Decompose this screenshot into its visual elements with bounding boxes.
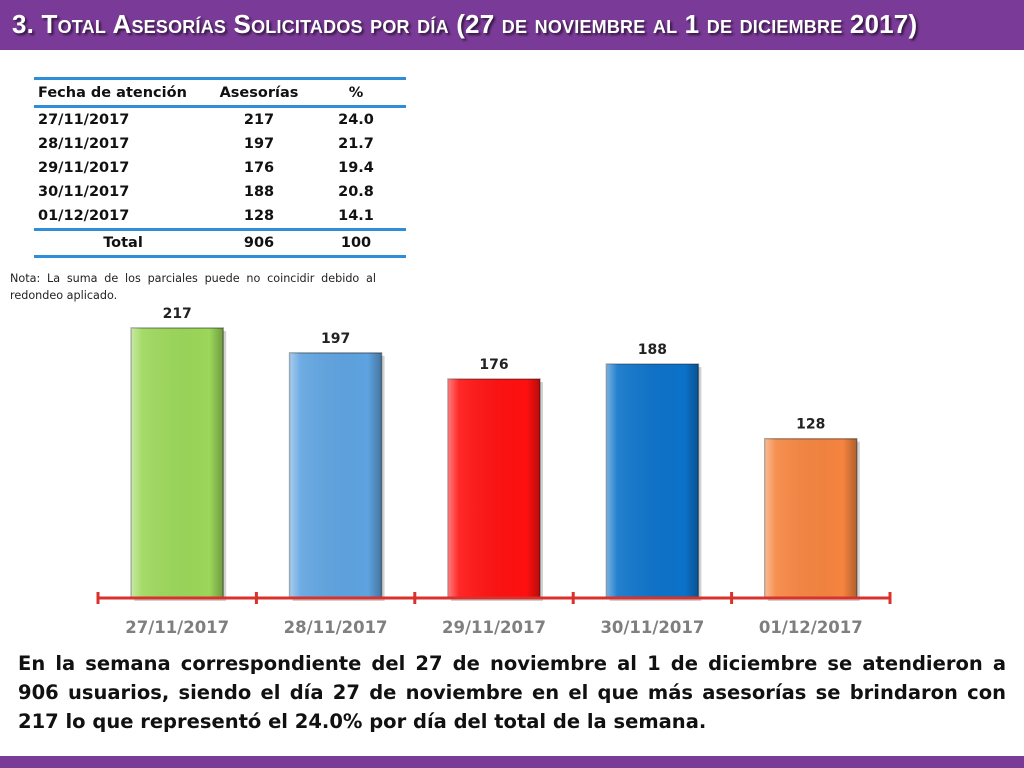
cell-asesorias: 197 bbox=[243, 136, 275, 152]
tick-label: 29/11/2017 bbox=[442, 618, 546, 637]
cell-asesorias: 188 bbox=[243, 184, 275, 200]
bottom-bar bbox=[0, 756, 1024, 768]
table-header-row: Fecha de atención Asesorías % bbox=[34, 77, 406, 108]
tick-label: 01/12/2017 bbox=[759, 618, 863, 637]
cell-fecha: 28/11/2017 bbox=[38, 136, 130, 152]
header-asesorias: Asesorías bbox=[212, 77, 306, 108]
table-row: 30/11/2017 188 20.8 bbox=[34, 180, 406, 204]
cell-percent: 20.8 bbox=[338, 184, 374, 200]
bar-chart: 217 27/11/2017 197 28/11/2017 176 29/11/2017 1… bbox=[96, 306, 892, 637]
data-label: 197 bbox=[321, 331, 350, 347]
cell-percent: 14.1 bbox=[338, 208, 374, 224]
header-fecha: Fecha de atención bbox=[34, 77, 212, 108]
data-label: 188 bbox=[638, 342, 667, 358]
table-row: 27/11/2017 217 24.0 bbox=[34, 107, 406, 133]
tick-label: 27/11/2017 bbox=[125, 618, 229, 637]
cell-asesorias: 176 bbox=[243, 160, 275, 176]
cell-fecha: 27/11/2017 bbox=[38, 112, 130, 128]
cell-percent: 21.7 bbox=[338, 136, 374, 152]
cell-fecha: 30/11/2017 bbox=[38, 184, 130, 200]
cell-asesorias: 128 bbox=[243, 208, 275, 224]
bar-highlight bbox=[764, 438, 857, 598]
table-row: 01/12/2017 128 14.1 bbox=[34, 204, 406, 230]
tick-label: 28/11/2017 bbox=[284, 618, 388, 637]
total-label: Total bbox=[34, 228, 212, 258]
bar-highlight bbox=[448, 379, 540, 598]
bar-highlight bbox=[606, 364, 699, 598]
total-asesorias: 906 bbox=[212, 228, 306, 258]
bar-highlight bbox=[289, 352, 382, 598]
page-title: 3. Total Asesorías Solicitados por día (… bbox=[12, 9, 918, 39]
cell-percent: 24.0 bbox=[338, 112, 374, 128]
bar-highlight bbox=[131, 328, 224, 598]
table-total-row: Total 906 100 bbox=[34, 228, 406, 258]
cell-fecha: 01/12/2017 bbox=[38, 208, 130, 224]
cell-asesorias: 217 bbox=[243, 112, 275, 128]
table-row: 29/11/2017 176 19.4 bbox=[34, 156, 406, 180]
data-label: 128 bbox=[796, 417, 825, 433]
cell-percent: 19.4 bbox=[338, 160, 374, 176]
summary-text: En la semana correspondiente del 27 de n… bbox=[18, 652, 1006, 733]
cell-fecha: 29/11/2017 bbox=[38, 160, 130, 176]
tick-label: 30/11/2017 bbox=[600, 618, 704, 637]
asesorias-table: Fecha de atención Asesorías % 27/11/2017… bbox=[34, 77, 406, 258]
table-row: 28/11/2017 197 21.7 bbox=[34, 132, 406, 156]
header-percent: % bbox=[306, 77, 406, 108]
data-label: 217 bbox=[163, 306, 192, 322]
title-bar: 3. Total Asesorías Solicitados por día (… bbox=[0, 0, 1024, 50]
total-percent: 100 bbox=[306, 228, 406, 258]
data-label: 176 bbox=[479, 357, 508, 373]
rounding-note: Nota: La suma de los parciales puede no … bbox=[10, 272, 376, 302]
